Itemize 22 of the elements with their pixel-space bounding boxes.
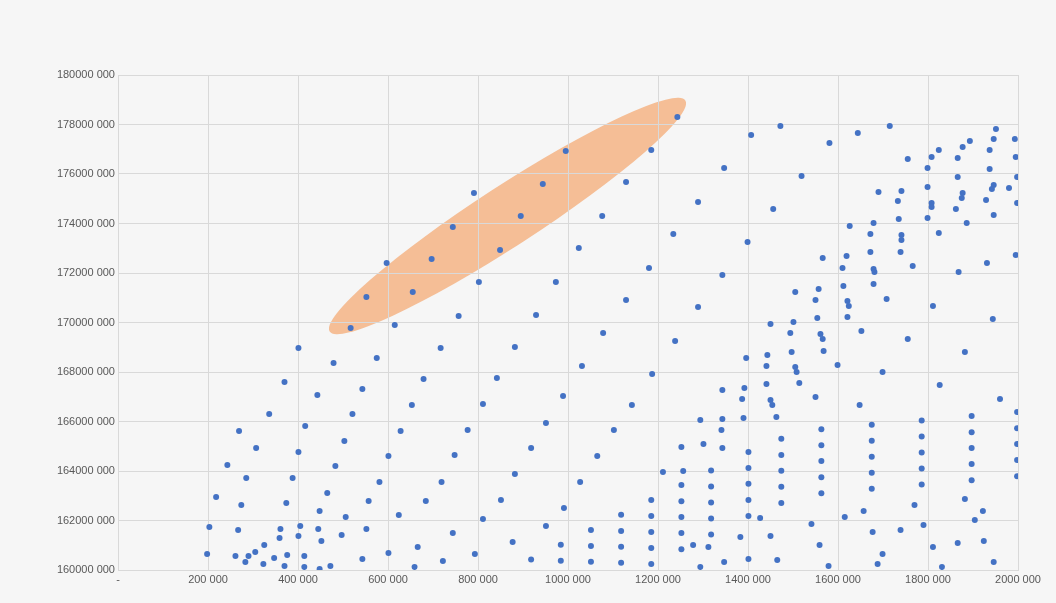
x-tick-label: 1200 000 — [635, 572, 681, 585]
x-tick-label: 400 000 — [278, 572, 318, 585]
y-tick-label: 164000 000 — [56, 464, 115, 477]
x-tick-label: 200 000 — [188, 572, 228, 585]
y-tick-label: 176000 000 — [56, 167, 115, 180]
y-tick-label: 166000 000 — [56, 414, 115, 427]
y-tick-label: 162000 000 — [56, 513, 115, 526]
y-tick-label: 174000 000 — [56, 216, 115, 229]
y-tick-label: 180000 000 — [56, 68, 115, 81]
y-tick-label: 172000 000 — [56, 266, 115, 279]
x-tick-label: 1000 000 — [545, 572, 591, 585]
y-tick-label: 170000 000 — [56, 315, 115, 328]
x-tick-label: 2000 000 — [995, 572, 1041, 585]
x-tick-label: 1800 000 — [905, 572, 951, 585]
x-tick-label: 1600 000 — [815, 572, 861, 585]
x-tick-label: 800 000 — [458, 572, 498, 585]
y-tick-label: 178000 000 — [56, 117, 115, 130]
y-tick-label: 160000 000 — [56, 563, 115, 576]
y-tick-label: 168000 000 — [56, 365, 115, 378]
x-tick-label: 600 000 — [368, 572, 408, 585]
x-tick-label: - — [116, 572, 121, 585]
x-tick-label: 1400 000 — [725, 572, 771, 585]
